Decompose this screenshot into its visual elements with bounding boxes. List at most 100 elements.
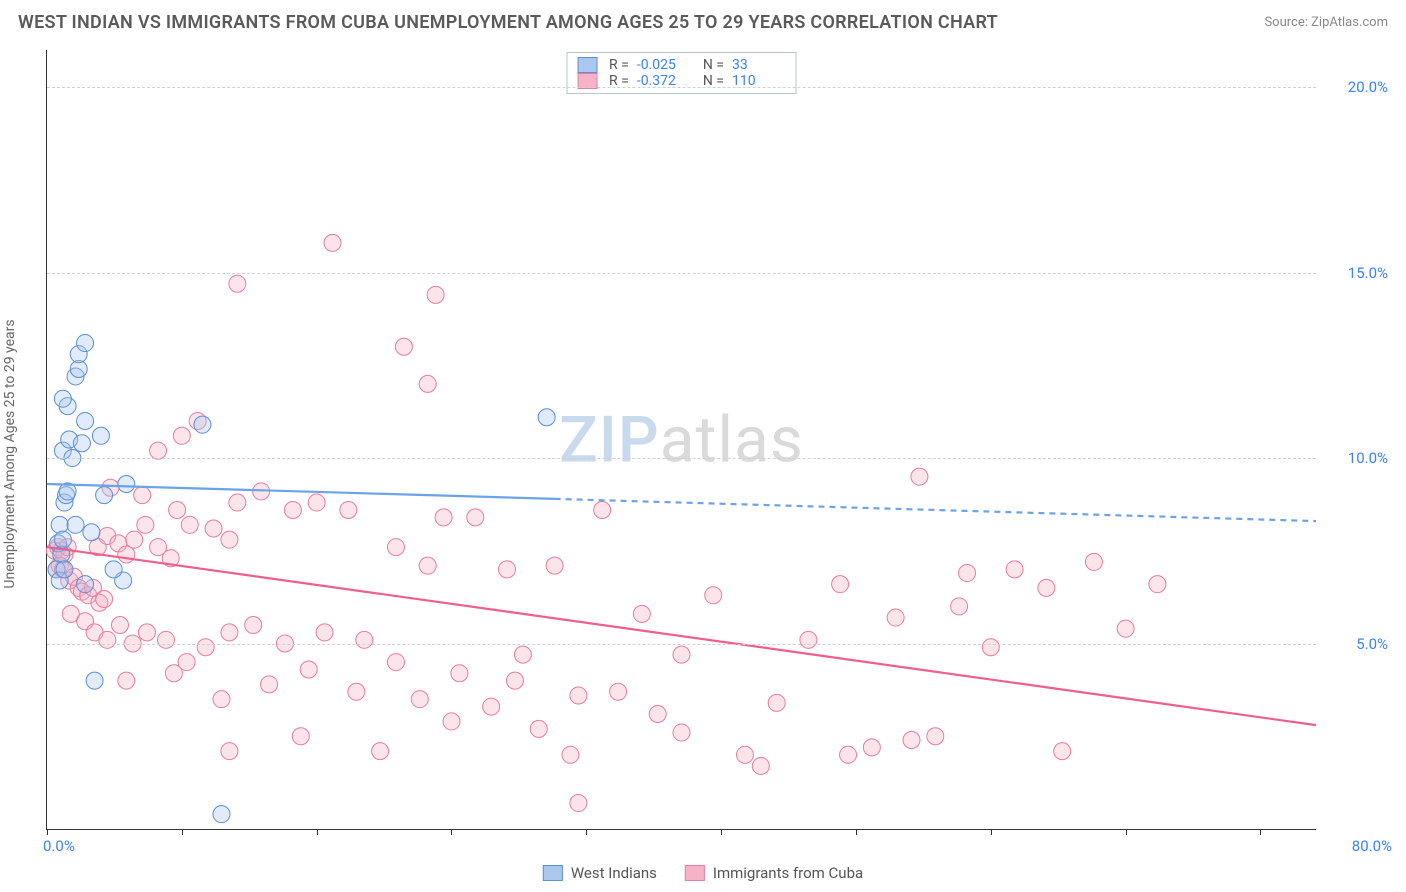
data-point bbox=[126, 531, 143, 548]
data-point bbox=[863, 739, 880, 756]
data-point bbox=[205, 520, 222, 537]
data-point bbox=[483, 698, 500, 715]
plot-area: ZIPatlas R = -0.025 N = 33 R = -0.372 N … bbox=[46, 50, 1316, 830]
data-point bbox=[54, 390, 71, 407]
data-point bbox=[530, 720, 547, 737]
data-point bbox=[768, 694, 785, 711]
data-point bbox=[173, 427, 190, 444]
y-tick-label: 20.0% bbox=[1348, 78, 1388, 96]
data-point bbox=[221, 743, 238, 760]
data-point bbox=[348, 683, 365, 700]
data-point bbox=[1054, 743, 1071, 760]
data-point bbox=[427, 286, 444, 303]
legend-series: West Indians Immigrants from Cuba bbox=[543, 864, 863, 882]
header: WEST INDIAN VS IMMIGRANTS FROM CUBA UNEM… bbox=[18, 12, 1388, 33]
data-point bbox=[705, 587, 722, 604]
data-point bbox=[83, 524, 100, 541]
y-axis-label: Unemployment Among Ages 25 to 29 years bbox=[2, 319, 18, 588]
data-point bbox=[633, 605, 650, 622]
legend-item-1: West Indians bbox=[543, 864, 657, 882]
y-tick-label: 5.0% bbox=[1356, 635, 1388, 653]
data-point bbox=[562, 746, 579, 763]
data-point bbox=[1149, 576, 1166, 593]
data-point bbox=[736, 746, 753, 763]
data-point bbox=[77, 412, 94, 429]
data-point bbox=[96, 591, 113, 608]
data-point bbox=[752, 757, 769, 774]
y-tick-label: 15.0% bbox=[1348, 264, 1388, 282]
data-point bbox=[118, 476, 135, 493]
legend-label-2: Immigrants from Cuba bbox=[713, 864, 863, 882]
legend-swatch-series-1 bbox=[543, 865, 563, 881]
data-point bbox=[951, 598, 968, 615]
data-point bbox=[221, 531, 238, 548]
data-point bbox=[118, 546, 135, 563]
x-tick bbox=[991, 829, 992, 835]
x-axis-zero-label: 0.0% bbox=[43, 837, 75, 855]
data-point bbox=[443, 713, 460, 730]
data-point bbox=[150, 442, 167, 459]
data-point bbox=[340, 501, 357, 518]
x-tick bbox=[47, 829, 48, 835]
gridline bbox=[47, 87, 1316, 88]
data-point bbox=[927, 728, 944, 745]
data-point bbox=[229, 494, 246, 511]
data-point bbox=[73, 435, 90, 452]
data-point bbox=[284, 501, 301, 518]
data-point bbox=[800, 631, 817, 648]
source-credit: Source: ZipAtlas.com bbox=[1264, 15, 1388, 30]
x-tick bbox=[1126, 829, 1127, 835]
gridline bbox=[47, 273, 1316, 274]
data-point bbox=[96, 487, 113, 504]
data-point bbox=[197, 639, 214, 656]
data-point bbox=[77, 576, 94, 593]
data-point bbox=[292, 728, 309, 745]
chart-container: WEST INDIAN VS IMMIGRANTS FROM CUBA UNEM… bbox=[0, 0, 1406, 892]
data-point bbox=[395, 338, 412, 355]
data-point bbox=[887, 609, 904, 626]
data-point bbox=[903, 731, 920, 748]
x-tick bbox=[317, 829, 318, 835]
data-point bbox=[221, 624, 238, 641]
data-point bbox=[514, 646, 531, 663]
data-point bbox=[1085, 553, 1102, 570]
x-axis-max-label: 80.0% bbox=[1352, 837, 1392, 855]
data-point bbox=[649, 706, 666, 723]
data-point bbox=[165, 665, 182, 682]
data-point bbox=[673, 724, 690, 741]
data-point bbox=[118, 672, 135, 689]
data-point bbox=[54, 531, 71, 548]
data-point bbox=[134, 487, 151, 504]
x-tick bbox=[856, 829, 857, 835]
data-point bbox=[673, 646, 690, 663]
legend-item-2: Immigrants from Cuba bbox=[685, 864, 863, 882]
data-point bbox=[77, 335, 94, 352]
data-point bbox=[1117, 620, 1134, 637]
data-point bbox=[51, 516, 68, 533]
data-point bbox=[1038, 579, 1055, 596]
data-point bbox=[832, 576, 849, 593]
data-point bbox=[467, 509, 484, 526]
data-point bbox=[840, 746, 857, 763]
source-label: Source: bbox=[1264, 15, 1307, 30]
gridline bbox=[47, 644, 1316, 645]
data-point bbox=[419, 557, 436, 574]
data-point bbox=[435, 509, 452, 526]
data-point bbox=[610, 683, 627, 700]
data-point bbox=[169, 501, 186, 518]
data-point bbox=[538, 409, 555, 426]
data-point bbox=[959, 565, 976, 582]
source-link[interactable]: ZipAtlas.com bbox=[1311, 15, 1388, 30]
x-tick bbox=[586, 829, 587, 835]
data-point bbox=[451, 665, 468, 682]
data-point bbox=[111, 616, 128, 633]
data-point bbox=[982, 639, 999, 656]
gridline bbox=[47, 458, 1316, 459]
data-point bbox=[194, 416, 211, 433]
data-point bbox=[546, 557, 563, 574]
data-point bbox=[245, 616, 262, 633]
data-point bbox=[594, 501, 611, 518]
data-point bbox=[356, 631, 373, 648]
legend-label-1: West Indians bbox=[571, 864, 657, 882]
data-point bbox=[99, 631, 116, 648]
